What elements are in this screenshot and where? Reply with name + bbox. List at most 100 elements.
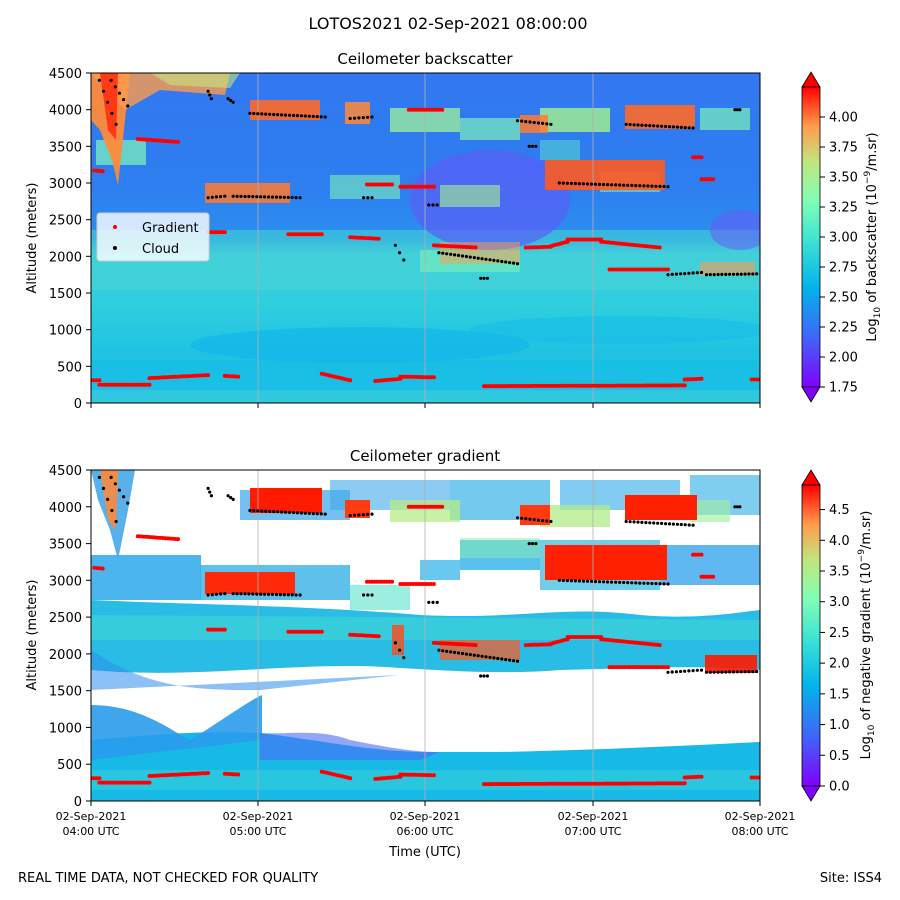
cloud-point <box>264 112 268 116</box>
cloud-point <box>256 112 260 116</box>
cloud-point <box>113 482 117 486</box>
cloud-point <box>687 126 691 130</box>
cloud-point <box>206 196 210 200</box>
cloud-point <box>622 183 626 187</box>
backscatter-y-label: Altitude (meters) <box>25 183 40 294</box>
cloud-point <box>755 272 759 276</box>
gradient-x-label: Time (UTC) <box>388 845 461 860</box>
x-tick-date: 02-Sep-2021 <box>725 810 796 823</box>
gradient-point <box>94 378 99 383</box>
cloud-point <box>561 578 565 583</box>
cloud-point <box>219 195 223 199</box>
colorbar-tick-label: 3.25 <box>829 201 858 216</box>
colorbar-tick-label: 0.5 <box>829 749 850 764</box>
cloud-point <box>252 111 256 116</box>
cloud-point <box>541 519 545 523</box>
cloud-point <box>545 519 549 523</box>
cloud-point <box>114 122 118 126</box>
cloud-point <box>427 203 431 207</box>
cloud-point <box>122 495 126 499</box>
cloud-point <box>280 113 284 117</box>
cloud-point <box>231 497 235 501</box>
cloud-point <box>393 243 397 247</box>
cloud-point <box>716 272 720 277</box>
cloud-point <box>219 592 223 596</box>
gradient-x-axis: 02-Sep-2021 04:00 UTC 02-Sep-2021 05:00 … <box>56 801 796 860</box>
cloud-point <box>307 511 311 515</box>
cloud-point <box>456 651 461 655</box>
cloud-point <box>598 580 602 584</box>
cloud-point <box>402 258 406 262</box>
cloud-point <box>268 509 272 513</box>
cloud-point <box>276 113 280 117</box>
cloud-point <box>511 261 516 265</box>
gradient-point <box>94 776 99 781</box>
cloud-point <box>614 580 618 584</box>
cloud-point <box>650 581 654 586</box>
cloud-point <box>528 120 532 124</box>
cloud-point <box>299 511 303 515</box>
cloud-point <box>435 600 439 605</box>
cloud-point <box>453 253 457 257</box>
cloud-point <box>260 509 264 513</box>
cloud-point <box>472 653 476 657</box>
colorbar-tick-label: 3.75 <box>829 141 858 156</box>
cloud-point <box>460 254 465 258</box>
cloud-point <box>687 271 691 275</box>
gradient-y-label: Altitude (meters) <box>25 580 40 691</box>
gradient-title: Ceilometer gradient <box>350 447 500 465</box>
cloud-point <box>577 579 582 583</box>
cloud-point <box>255 592 259 596</box>
cloud-point <box>294 593 298 597</box>
cloud-point <box>610 580 614 584</box>
gradient-point <box>699 774 704 779</box>
y-tick-label: 1000 <box>49 721 82 736</box>
gradient-heatmap <box>91 470 760 801</box>
cloud-point <box>456 253 461 257</box>
x-tick-date: 02-Sep-2021 <box>223 810 294 823</box>
cloud-point <box>530 542 535 546</box>
cloud-point <box>670 670 674 674</box>
cloud-point <box>636 123 640 127</box>
cloud-point <box>298 196 302 200</box>
cloud-point <box>658 582 662 586</box>
cloud-point <box>109 78 113 82</box>
cloud-point <box>524 517 528 521</box>
cloud-point <box>362 196 366 200</box>
cloud-point <box>520 516 524 520</box>
cloud-point <box>311 511 315 516</box>
cloud-point <box>666 582 670 586</box>
gradient-point <box>696 552 701 557</box>
cloud-point <box>453 650 457 655</box>
cloud-point <box>229 98 233 103</box>
cloud-point <box>441 251 445 255</box>
gradient-point <box>91 378 96 383</box>
cloud-point <box>235 194 239 198</box>
cloud-point <box>366 593 370 597</box>
cloud-point <box>484 655 488 659</box>
cloud-point <box>738 505 742 509</box>
cloud-point <box>532 120 536 125</box>
cloud-point <box>231 592 235 596</box>
gradient-colorbar: 0.0 0.5 1.0 1.5 2.0 2.5 3.0 3.5 4.0 4.5 Log10 of … <box>801 469 877 802</box>
cloud-point <box>679 272 683 276</box>
gradient-point <box>752 775 757 780</box>
cloud-point <box>687 523 691 527</box>
cloud-point <box>278 195 282 199</box>
cloud-point <box>545 122 549 126</box>
cloud-point <box>646 184 650 188</box>
cloud-point <box>259 195 263 199</box>
cloud-point <box>370 196 374 200</box>
cloud-point <box>671 522 676 526</box>
gradient-point <box>657 245 662 250</box>
cloud-point <box>229 496 233 500</box>
gradient-point <box>236 374 241 379</box>
legend-cloud-marker <box>113 246 117 250</box>
cloud-point <box>712 670 716 674</box>
cloud-point <box>691 126 695 130</box>
cloud-point <box>307 114 311 118</box>
cloud-point <box>299 114 303 118</box>
cloud-point <box>239 592 243 596</box>
gradient-point <box>222 627 227 632</box>
cloud-point <box>642 184 646 188</box>
